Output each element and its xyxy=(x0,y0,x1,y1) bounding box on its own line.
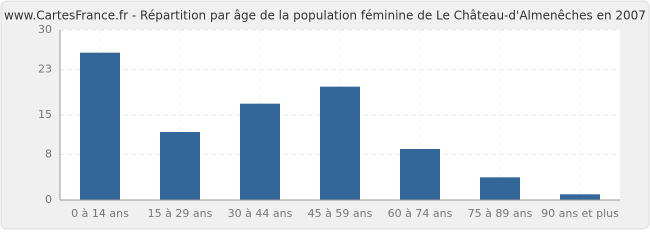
bar xyxy=(480,177,520,200)
bar xyxy=(80,52,120,200)
bar xyxy=(160,132,200,200)
y-tick-label: 8 xyxy=(45,148,52,161)
x-tick-label: 15 à 29 ans xyxy=(148,207,213,220)
x-tick-label: 90 ans et plus xyxy=(541,207,619,220)
bar xyxy=(560,194,600,200)
y-tick-label: 15 xyxy=(38,108,52,121)
x-tick-label: 45 à 59 ans xyxy=(308,207,373,220)
chart: www.CartesFrance.fr - Répartition par âg… xyxy=(0,0,650,230)
chart-title: www.CartesFrance.fr - Répartition par âg… xyxy=(4,9,646,23)
x-tick-label: 30 à 44 ans xyxy=(228,207,293,220)
y-tick-label: 23 xyxy=(38,63,52,76)
bar xyxy=(240,103,280,200)
bar xyxy=(400,149,440,200)
x-tick-label: 0 à 14 ans xyxy=(71,207,129,220)
y-tick-label: 0 xyxy=(45,193,52,206)
x-tick-label: 75 à 89 ans xyxy=(468,207,533,220)
page: {"chart_data": {"type": "bar", "title": … xyxy=(0,0,650,230)
bar xyxy=(320,86,360,200)
x-tick-label: 60 à 74 ans xyxy=(388,207,453,220)
y-tick-label: 30 xyxy=(38,23,52,36)
